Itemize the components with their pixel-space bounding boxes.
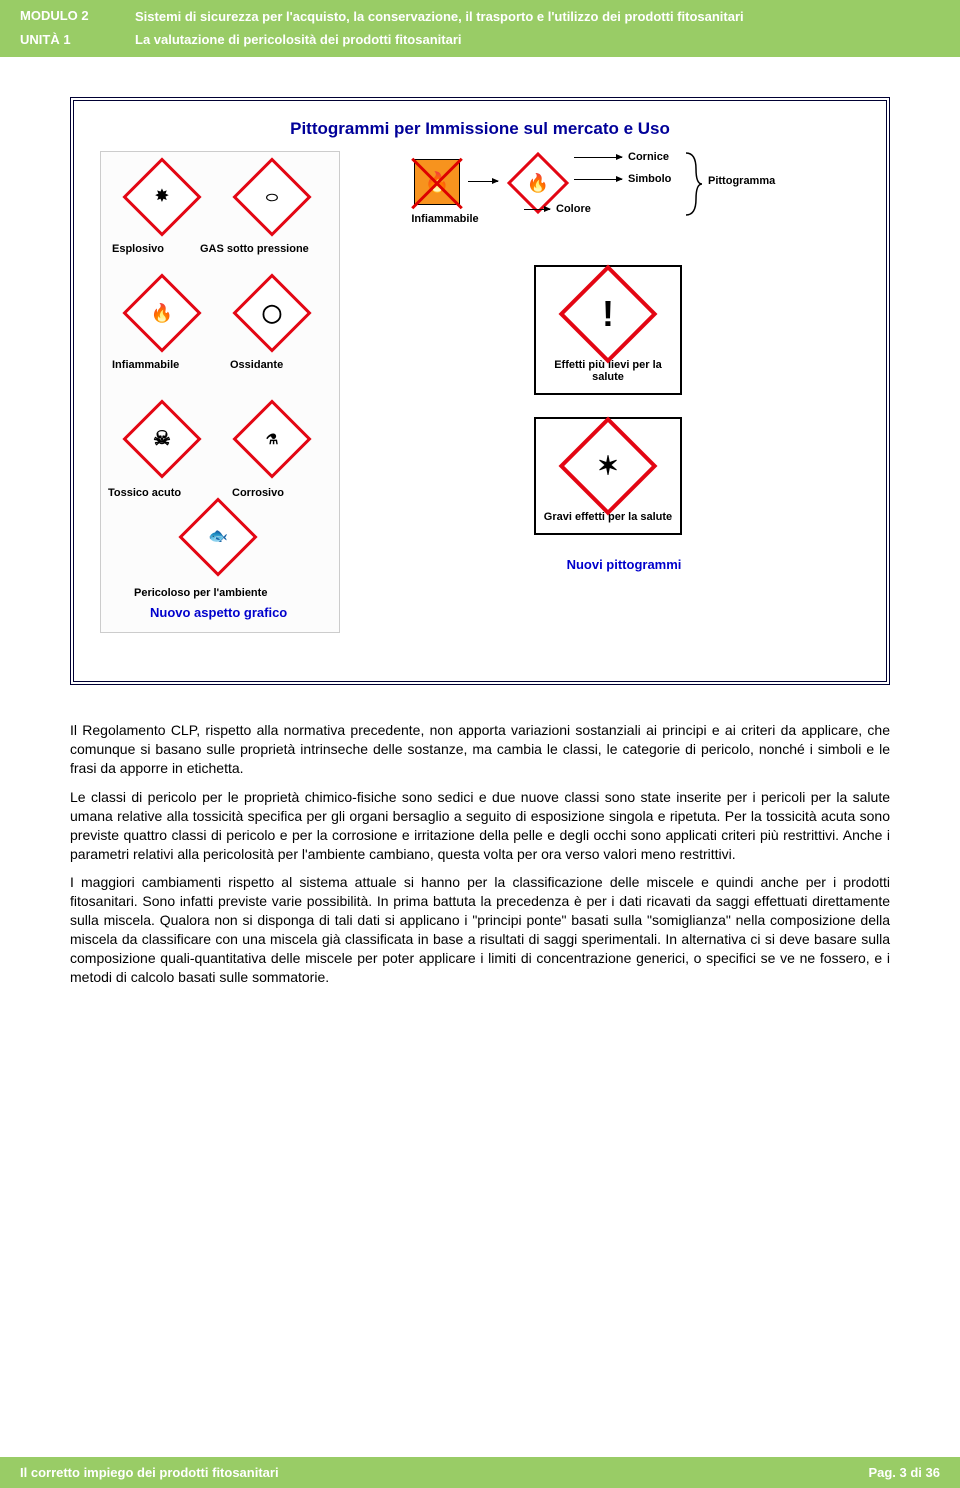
old-symbol-crossed-icon: 🔥 [414, 159, 460, 205]
nuovo-aspetto-label: Nuovo aspetto grafico [150, 605, 350, 620]
paragraph-1: Il Regolamento CLP, rispetto alla normat… [70, 721, 890, 778]
corrosive-icon: ⚗ [232, 400, 311, 479]
health-hazard-icon: ✶ [559, 417, 658, 516]
gas-label: GAS sotto pressione [200, 243, 340, 255]
paragraph-3: I maggiori cambiamenti rispetto al siste… [70, 873, 890, 986]
gas-cylinder-icon: ⬭ [232, 158, 311, 237]
esplosivo-label: Esplosivo [112, 243, 192, 255]
module-title: Sistemi di sicurezza per l'acquisto, la … [135, 8, 744, 26]
environment-icon: 🐟 [178, 498, 257, 577]
nuovi-pittogrammi-label: Nuovi pittogrammi [544, 557, 704, 572]
mild-health-effects-box: ! Effetti più lievi per la salute [534, 265, 682, 395]
footer-left: Il corretto impiego dei prodotti fitosan… [20, 1465, 279, 1480]
page-header: MODULO 2 Sistemi di sicurezza per l'acqu… [0, 0, 960, 57]
module-label: MODULO 2 [20, 8, 135, 23]
flammable-icon: 🔥 [122, 274, 201, 353]
pittogramma-label: Pittogramma [708, 175, 775, 187]
unit-title: La valutazione di pericolosità dei prodo… [135, 32, 462, 47]
colore-label: Colore [556, 203, 591, 215]
colore-arrow-icon [524, 209, 550, 210]
exclamation-icon: ! [559, 265, 658, 364]
pericoloso-ambiente-label: Pericoloso per l'ambiente [134, 587, 334, 599]
footer-right: Pag. 3 di 36 [868, 1465, 940, 1480]
tossico-label: Tossico acuto [108, 487, 198, 499]
infiammabile-top-label: Infiammabile [400, 213, 490, 225]
cornice-arrow-icon [574, 157, 622, 158]
page-footer: Il corretto impiego dei prodotti fitosan… [0, 1457, 960, 1488]
pictogram-diagram: Pittogrammi per Immissione sul mercato e… [70, 97, 890, 685]
cornice-label: Cornice [628, 151, 669, 163]
oxidizer-icon: ◯ [232, 274, 311, 353]
transition-arrow-icon [468, 181, 498, 182]
body-text: Il Regolamento CLP, rispetto alla normat… [70, 721, 890, 987]
simbolo-label: Simbolo [628, 173, 671, 185]
diagram-title: Pittogrammi per Immissione sul mercato e… [104, 119, 856, 139]
simbolo-arrow-icon [574, 179, 622, 180]
toxic-icon: ☠ [122, 400, 201, 479]
serious-health-effects-box: ✶ Gravi effetti per la salute [534, 417, 682, 535]
corrosivo-label: Corrosivo [232, 487, 312, 499]
paragraph-2: Le classi di pericolo per le proprietà c… [70, 788, 890, 864]
explosive-icon: ✸ [122, 158, 201, 237]
ossidante-label: Ossidante [230, 359, 310, 371]
brace-icon [684, 151, 704, 217]
unit-label: UNITÀ 1 [20, 32, 135, 47]
infiammabile-label: Infiammabile [112, 359, 202, 371]
